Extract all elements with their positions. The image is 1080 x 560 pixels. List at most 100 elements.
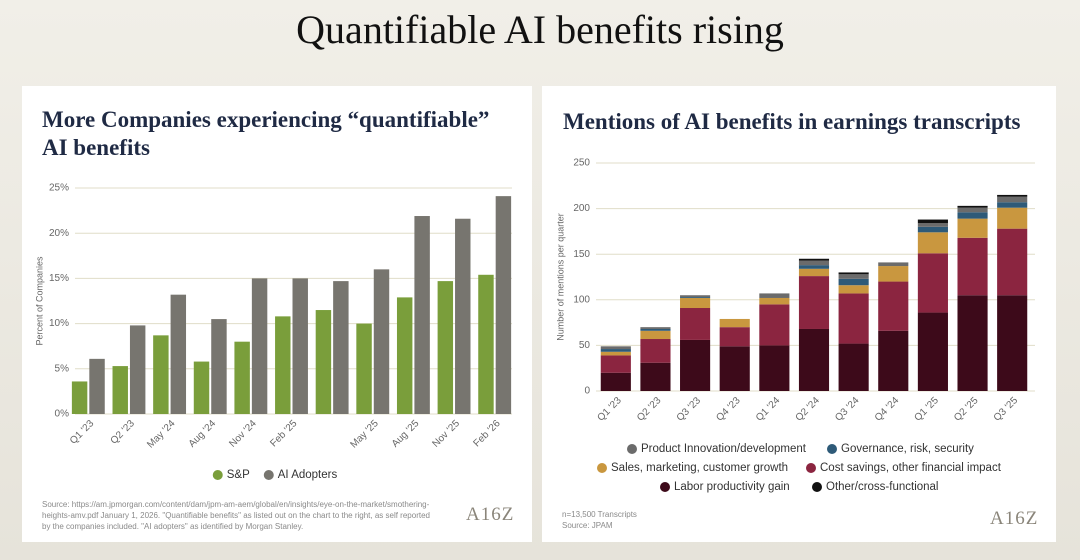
bar-segment <box>917 312 948 391</box>
x-tick-label: May '24 <box>145 418 178 451</box>
legend-label: Product Innovation/development <box>641 443 807 455</box>
logo: A16Z <box>990 508 1039 529</box>
x-tick-label: Q1 '24 <box>754 395 783 424</box>
page-title: Quantifiable AI benefits rising <box>296 7 784 52</box>
y-tick-label: 25% <box>49 183 69 194</box>
bar-segment <box>878 281 909 331</box>
bar <box>89 358 105 414</box>
bar <box>437 281 454 414</box>
legend-swatch <box>660 482 670 492</box>
bar-segment <box>798 260 830 266</box>
bar-segment <box>798 328 830 391</box>
bar-segment <box>680 297 711 309</box>
bar <box>373 269 390 414</box>
y-tick-label: 0% <box>55 409 70 420</box>
bar-segment <box>600 351 631 356</box>
bar-segment <box>917 253 948 313</box>
x-tick-label: May '25 <box>348 418 381 451</box>
bar <box>478 274 494 414</box>
bar-segment <box>838 272 869 275</box>
y-tick-label: 100 <box>573 294 590 305</box>
x-tick-label: Aug '25 <box>390 418 422 450</box>
bar-segment <box>798 268 830 277</box>
bar-segment <box>838 285 869 294</box>
bar-segment <box>878 330 909 391</box>
bar-segment <box>917 232 948 254</box>
bar-segment <box>798 258 830 261</box>
legend-swatch <box>263 470 274 480</box>
bar <box>129 325 146 414</box>
bar-segment <box>640 362 671 391</box>
bar-segment <box>640 339 671 363</box>
bar <box>396 297 413 414</box>
legend-label: AI Adopters <box>278 469 338 481</box>
bar-segment <box>838 274 869 279</box>
y-axis-label: Number of mentions per quarter <box>555 213 565 341</box>
bar-segment <box>719 327 750 347</box>
x-tick-label: Feb '25 <box>268 418 299 449</box>
bar <box>211 319 227 414</box>
bar-segment <box>957 237 988 296</box>
bar-segment <box>957 207 988 213</box>
legend-label: Governance, risk, security <box>841 443 974 455</box>
bar <box>455 218 471 414</box>
x-tick-label: Q4 '23 <box>714 395 743 424</box>
bar-segment <box>640 328 671 331</box>
bar-segment <box>997 228 1028 296</box>
x-tick-label: Q3 '24 <box>833 395 862 424</box>
bar-segment <box>680 308 711 340</box>
bar <box>315 310 332 414</box>
bar-segment <box>838 293 869 344</box>
bar-segment <box>600 355 631 373</box>
legend-swatch <box>806 463 816 473</box>
legend-label: Labor productivity gain <box>674 481 790 493</box>
x-tick-label: Q3 '25 <box>992 395 1021 424</box>
x-tick-label: Aug '24 <box>187 418 219 450</box>
y-axis-label: Percent of Companies <box>34 256 44 346</box>
bar-segment <box>957 218 988 238</box>
legend-label: Other/cross-functional <box>826 481 939 493</box>
bar-segment <box>997 202 1028 208</box>
bar-segment <box>957 295 988 391</box>
chart-title: More Companies experiencing “quantifiabl… <box>42 107 490 160</box>
bar <box>292 278 308 414</box>
bar-segment <box>838 343 869 391</box>
bar-segment <box>719 346 750 391</box>
x-tick-label: Q2 '23 <box>635 395 664 424</box>
chart-title: Mentions of AI benefits in earnings tran… <box>563 109 1021 134</box>
bar-segment <box>917 226 948 233</box>
bar-segment <box>680 339 711 391</box>
bar-segment <box>759 297 790 305</box>
bar-segment <box>759 345 790 391</box>
source: Source: https://am.jpmorgan.com/content/… <box>42 500 430 531</box>
bar-segment <box>680 297 711 298</box>
x-tick-label: Q2 '23 <box>109 418 138 447</box>
x-tick-label: Q2 '25 <box>952 395 981 424</box>
legend-label: S&P <box>227 469 250 481</box>
y-tick-label: 150 <box>573 249 590 260</box>
x-tick-label: Nov '25 <box>431 418 463 450</box>
bar-segment <box>997 194 1028 197</box>
y-tick-label: 20% <box>49 228 69 239</box>
bar-segment <box>878 262 909 267</box>
bar <box>170 294 187 414</box>
x-tick-label: Q1 '23 <box>68 418 97 447</box>
y-tick-label: 5% <box>55 363 70 374</box>
bar-segment <box>917 223 948 227</box>
bar <box>333 281 349 414</box>
bar-segment <box>680 295 711 298</box>
x-tick-label: Q3 '23 <box>675 395 704 424</box>
bar-segment <box>719 318 750 328</box>
legend-label: Cost savings, other financial impact <box>820 462 1002 474</box>
bar-segment <box>798 265 830 269</box>
bar-segment <box>759 304 790 346</box>
y-tick-label: 15% <box>49 273 69 284</box>
x-tick-label: Feb '26 <box>472 418 503 449</box>
x-tick-label: Nov '24 <box>227 418 259 450</box>
bar <box>356 323 372 414</box>
bar-segment <box>878 266 909 282</box>
bar-segment <box>917 219 948 224</box>
bar <box>275 316 291 414</box>
